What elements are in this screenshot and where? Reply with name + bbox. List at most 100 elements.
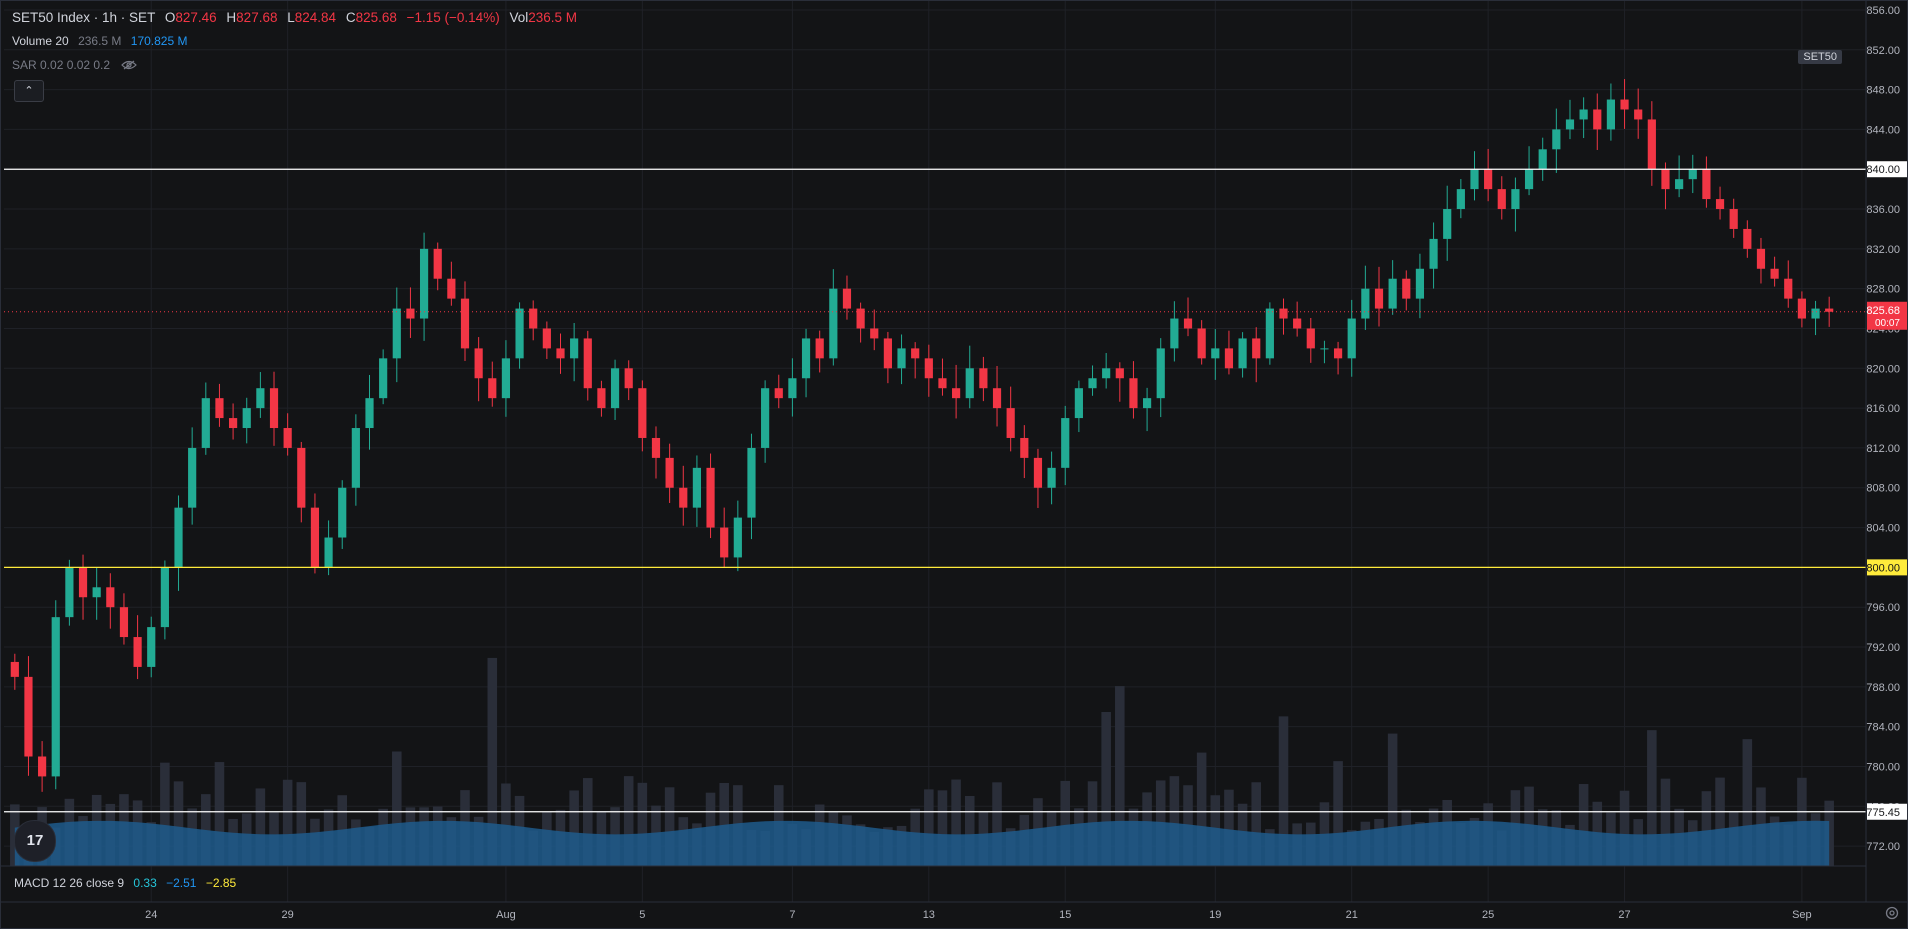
time-axis[interactable] xyxy=(0,902,1908,929)
candle-body xyxy=(1620,99,1629,110)
volume-bar xyxy=(964,795,975,866)
candle-body xyxy=(938,378,947,389)
candle-body xyxy=(406,308,415,319)
candle-body xyxy=(1415,268,1425,299)
candle-body xyxy=(1006,408,1015,438)
candle-body xyxy=(515,308,524,359)
macd-line-value: −2.51 xyxy=(166,876,197,890)
candle-body xyxy=(692,467,702,508)
symbol-title[interactable]: SET50 Index · 1h · SET xyxy=(12,10,156,25)
volume-bar xyxy=(1196,752,1207,866)
candle-body xyxy=(1702,169,1711,200)
candle-body xyxy=(720,527,729,558)
candle-body xyxy=(38,756,47,777)
price-line-tag xyxy=(1867,161,1907,178)
candle-body xyxy=(965,368,974,399)
volume-bar xyxy=(296,782,307,866)
volume-bar xyxy=(392,751,402,866)
candle-body xyxy=(419,248,429,319)
candle-body xyxy=(924,358,933,379)
candle-body xyxy=(883,338,892,369)
candle-body xyxy=(911,348,920,359)
candle-body xyxy=(992,388,1002,409)
volume-ma-area xyxy=(14,820,1830,866)
candle-body xyxy=(1047,467,1056,488)
volume-indicator-legend[interactable]: Volume 20 236.5 M 170.825 M xyxy=(12,34,187,48)
hidden-eye-icon[interactable] xyxy=(121,60,138,70)
sar-indicator-legend[interactable]: SAR 0.02 0.02 0.2 xyxy=(12,58,138,72)
candle-body xyxy=(1634,109,1643,120)
change-value: −1.15 (−0.14%) xyxy=(406,10,500,25)
volume-bar xyxy=(1060,780,1071,866)
candle-body xyxy=(706,467,715,528)
low-value: 824.84 xyxy=(294,10,337,25)
candle-body xyxy=(1497,189,1506,210)
candle-body xyxy=(1197,328,1206,359)
macd-signal-value: −2.85 xyxy=(205,876,237,890)
candle-body xyxy=(529,308,538,329)
tradingview-logo-icon[interactable]: 17 xyxy=(14,820,56,862)
candle-body xyxy=(1361,288,1370,319)
candle-body xyxy=(351,428,360,488)
volume-bar xyxy=(160,762,170,866)
y-tick-label: 852.00 xyxy=(1866,45,1900,57)
candle-body xyxy=(78,567,88,598)
candle-body xyxy=(624,368,633,389)
volume-bar xyxy=(1701,791,1712,866)
candle-body xyxy=(1825,308,1834,312)
candle-body xyxy=(1224,348,1234,369)
candle-body xyxy=(488,378,497,399)
candle-body xyxy=(174,507,183,568)
candle-body xyxy=(269,388,279,429)
y-tick-label: 796.00 xyxy=(1866,602,1900,614)
symbol-tag: SET50 xyxy=(1798,50,1842,64)
candle-body xyxy=(1156,348,1165,399)
candle-body xyxy=(774,388,783,399)
y-tick-label: 772.00 xyxy=(1866,841,1900,853)
candle-body xyxy=(856,308,865,329)
candle-body xyxy=(583,338,592,389)
price-line-tag-label: 840.00 xyxy=(1866,164,1900,176)
candle-body xyxy=(188,447,197,508)
candle-body xyxy=(1784,278,1793,299)
x-tick-label: Sep xyxy=(1792,909,1812,921)
candle-body xyxy=(1538,149,1547,170)
candle-body xyxy=(638,388,647,438)
candle-body xyxy=(51,617,60,777)
volume-ma-value: 170.825 M xyxy=(130,34,188,48)
candle-body xyxy=(160,567,169,628)
candle-body xyxy=(215,398,224,419)
chevron-up-icon: ⌃ xyxy=(24,85,34,97)
settings-gear-icon[interactable] xyxy=(1884,905,1900,921)
collapse-legend-button[interactable]: ⌃ xyxy=(14,80,44,102)
candle-body xyxy=(801,338,811,379)
y-tick-label: 812.00 xyxy=(1866,443,1900,455)
candle-body xyxy=(1333,348,1343,359)
volume-bar xyxy=(1333,761,1343,866)
candle-body xyxy=(106,587,115,608)
x-tick-label: 19 xyxy=(1209,909,1221,921)
candle-body xyxy=(474,348,483,379)
candle-body xyxy=(283,428,292,448)
y-tick-label: 844.00 xyxy=(1866,124,1900,136)
macd-legend[interactable]: MACD 12 26 close 9 0.33 −2.51 −2.85 xyxy=(14,876,236,890)
candle-body xyxy=(556,348,565,359)
candle-body xyxy=(365,398,374,429)
candle-body xyxy=(788,378,797,399)
candle-body xyxy=(1647,119,1656,170)
x-tick-label: 21 xyxy=(1346,909,1358,921)
volume-bar xyxy=(1715,777,1725,866)
candle-body xyxy=(133,637,142,667)
volume-bar xyxy=(637,782,648,866)
candle-body xyxy=(1265,308,1274,359)
x-tick-label: 29 xyxy=(282,909,294,921)
y-tick-label: 780.00 xyxy=(1866,761,1900,773)
y-tick-label: 788.00 xyxy=(1866,682,1900,694)
price-axis[interactable] xyxy=(1866,0,1908,902)
candle-body xyxy=(379,358,388,399)
last-price-tag xyxy=(1867,301,1907,330)
last-price-label: 825.68 xyxy=(1866,305,1900,317)
candle-body xyxy=(1443,209,1452,239)
candle-body xyxy=(460,298,470,349)
